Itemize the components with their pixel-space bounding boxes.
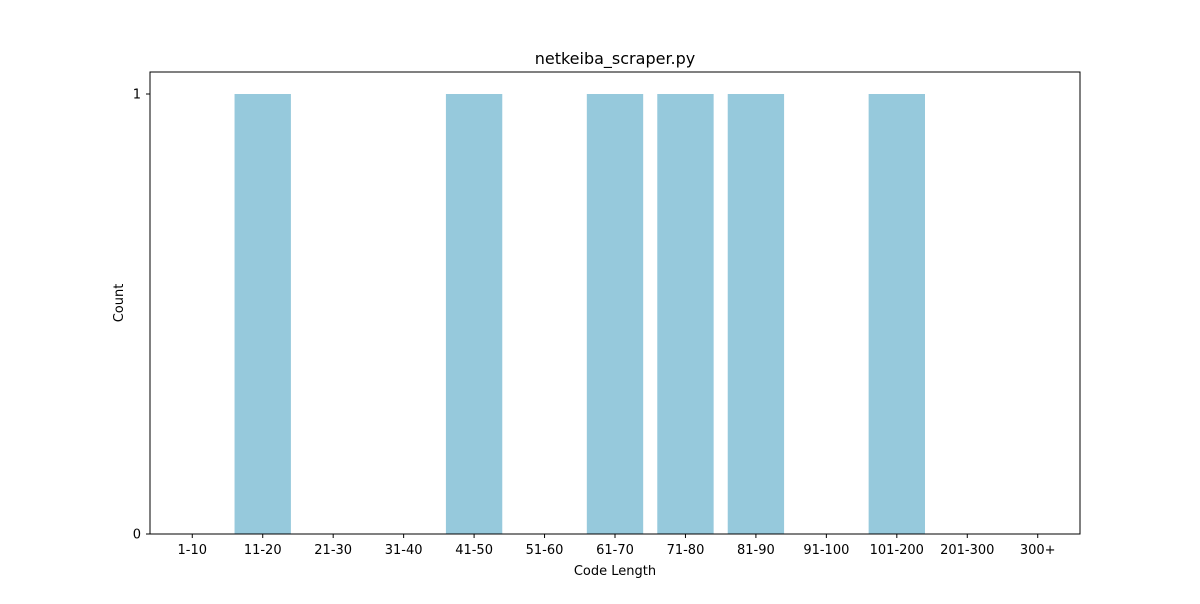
x-tick-label: 91-100 — [803, 543, 849, 558]
x-tick-label: 201-300 — [940, 543, 994, 558]
x-tick-label: 31-40 — [385, 543, 423, 558]
bar-81-90 — [727, 94, 785, 534]
y-axis-label: Count — [112, 284, 127, 323]
x-tick-label: 51-60 — [526, 543, 564, 558]
bar-101-200 — [868, 94, 925, 534]
bar-71-80 — [657, 94, 714, 534]
y-tick-label: 0 — [133, 528, 141, 543]
x-tick-label: 81-90 — [737, 543, 775, 558]
x-tick-label: 61-70 — [596, 543, 634, 558]
x-tick-label: 21-30 — [314, 543, 352, 558]
x-tick-label: 101-200 — [870, 543, 924, 558]
y-tick-label: 1 — [133, 88, 141, 103]
bar-11-20 — [234, 94, 291, 534]
bars-group — [234, 94, 925, 534]
x-tick-label: 300+ — [1020, 543, 1056, 558]
x-tick-label: 41-50 — [455, 543, 493, 558]
x-axis-label: Code Length — [574, 564, 656, 579]
chart-title: netkeiba_scraper.py — [535, 49, 696, 69]
x-tick-label: 1-10 — [178, 543, 208, 558]
bar-61-70 — [586, 94, 644, 534]
x-axis-ticks: 1-10 11-20 21-30 31-40 41-50 51-60 61-70 71-80 8… — [178, 534, 1056, 558]
y-axis-ticks: 01 — [133, 88, 150, 543]
x-tick-label: 71-80 — [667, 543, 705, 558]
x-tick-label: 11-20 — [244, 543, 282, 558]
bar-41-50 — [445, 94, 503, 534]
